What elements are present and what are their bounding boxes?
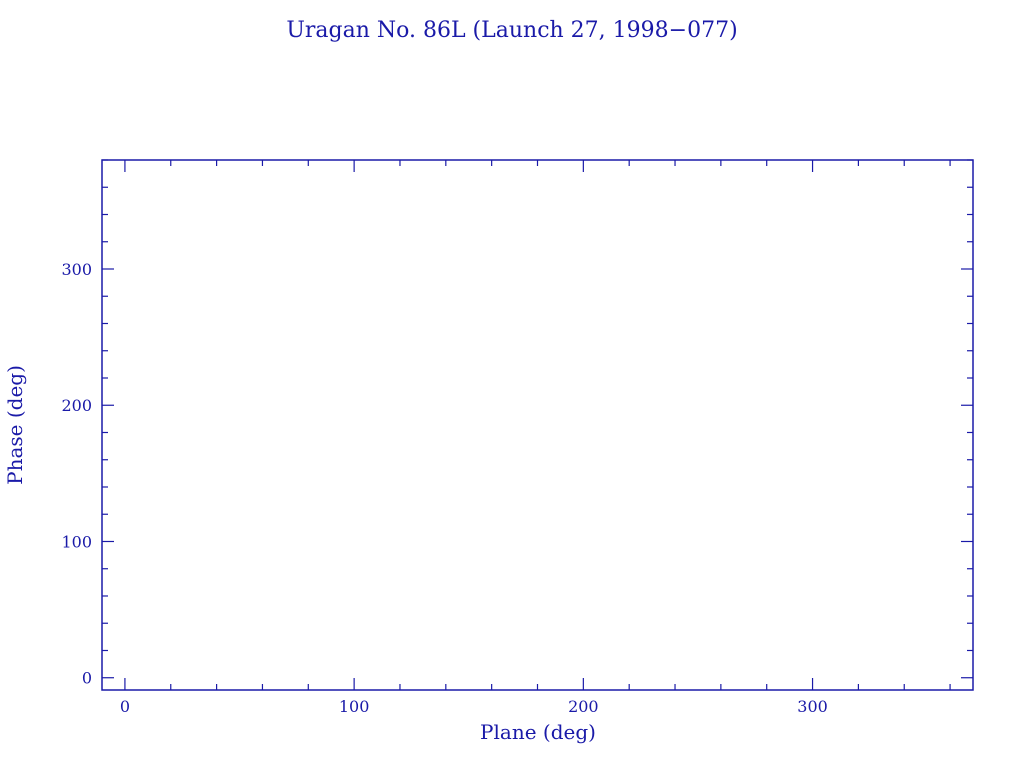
chart-title: Uragan No. 86L (Launch 27, 1998−077) — [286, 18, 737, 43]
y-tick-label: 0 — [82, 669, 92, 688]
x-tick-label: 100 — [339, 697, 370, 716]
y-tick-label: 300 — [61, 260, 92, 279]
x-tick-label: 200 — [568, 697, 599, 716]
x-axis-label: Plane (deg) — [480, 720, 596, 744]
y-tick-label: 200 — [61, 396, 92, 415]
x-tick-label: 0 — [120, 697, 130, 716]
y-tick-label: 100 — [61, 532, 92, 551]
y-axis-label: Phase (deg) — [3, 365, 27, 485]
x-tick-label: 300 — [797, 697, 828, 716]
axis-ticks: 0 100 200 300 0 100 200 300 — [61, 159, 973, 716]
plot-frame — [101, 159, 974, 691]
